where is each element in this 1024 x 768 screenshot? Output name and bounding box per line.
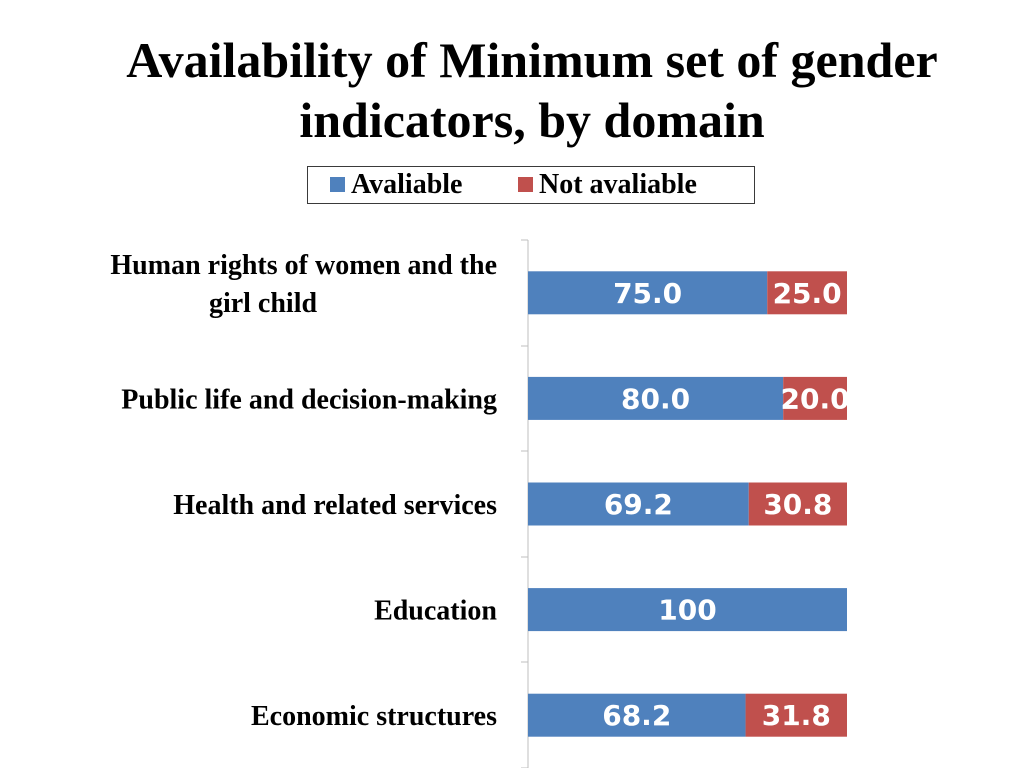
data-label-not-avaliable-public-life-and-decision-making: 20.0 xyxy=(781,382,850,415)
legend-label-not-avaliable: Not avaliable xyxy=(539,169,697,200)
bar-not-avaliable-public-life-and-decision-making xyxy=(783,376,847,420)
bar-avaliable-economic-structures xyxy=(528,693,746,737)
category-label-education: Education xyxy=(374,596,497,627)
bar-avaliable-human-rights-of-women-and-the-girl-child xyxy=(528,271,768,315)
data-label-not-avaliable-health-and-related-services: 30.8 xyxy=(763,488,832,521)
data-label-avaliable-economic-structures: 68.2 xyxy=(602,699,671,732)
category-label-health-and-related-services: Health and related services xyxy=(173,490,497,521)
legend-entry-not-avaliable: Not avaliable xyxy=(518,169,697,201)
category-label-human-rights-of-women-and-the-girl-child: girl child xyxy=(209,288,318,319)
legend-entry-avaliable: Avaliable xyxy=(330,169,462,201)
category-label-economic-structures: Economic structures xyxy=(251,701,497,732)
bar-not-avaliable-human-rights-of-women-and-the-girl-child xyxy=(767,271,847,315)
data-label-avaliable-public-life-and-decision-making: 80.0 xyxy=(621,382,690,415)
chart-title: Availability of Minimum set of gender in… xyxy=(0,30,1024,150)
category-label-human-rights-of-women-and-the-girl-child: Human rights of women and the xyxy=(110,250,497,281)
category-label-public-life-and-decision-making: Public life and decision-making xyxy=(121,384,497,415)
data-label-avaliable-education: 100 xyxy=(658,594,716,627)
data-label-avaliable-human-rights-of-women-and-the-girl-child: 75.0 xyxy=(613,277,682,310)
bar-avaliable-public-life-and-decision-making xyxy=(528,376,784,420)
bar-not-avaliable-economic-structures xyxy=(745,693,847,737)
chart-legend: Avaliable Not avaliable xyxy=(307,166,755,204)
bar-avaliable-health-and-related-services xyxy=(528,482,749,526)
legend-swatch-not-avaliable xyxy=(518,177,533,192)
legend-label-avaliable: Avaliable xyxy=(351,169,463,200)
data-label-not-avaliable-human-rights-of-women-and-the-girl-child: 25.0 xyxy=(773,277,842,310)
chart-title-line-2: indicators, by domain xyxy=(299,92,765,148)
data-label-not-avaliable-economic-structures: 31.8 xyxy=(762,699,831,732)
bar-avaliable-education xyxy=(528,588,847,632)
bar-not-avaliable-health-and-related-services xyxy=(748,482,847,526)
chart-title-line-1: Availability of Minimum set of gender xyxy=(126,32,938,88)
data-label-avaliable-health-and-related-services: 69.2 xyxy=(604,488,673,521)
legend-swatch-avaliable xyxy=(330,177,345,192)
